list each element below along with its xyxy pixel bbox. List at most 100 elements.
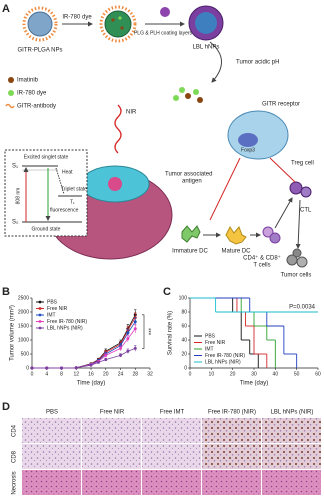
legend-marker — [38, 313, 42, 317]
nanoparticle — [27, 11, 53, 37]
legend-marker — [38, 307, 42, 310]
x-tick-label: 32 — [147, 371, 153, 377]
treg-cell — [227, 110, 289, 160]
legend-dot — [8, 77, 14, 83]
series-line — [32, 348, 136, 369]
row-label: Necrosis — [12, 471, 18, 494]
label: Treg cell — [291, 161, 314, 167]
legend-label: LBL hNPs (NIR) — [47, 325, 83, 331]
legend-label: PBS — [205, 333, 216, 339]
y-tick-label: 2500 — [18, 295, 29, 301]
label: Tumor associated — [165, 172, 212, 178]
diagram — [4, 5, 312, 268]
label: S₁ — [12, 164, 18, 170]
label: Mature DC — [221, 249, 251, 255]
row-label: CD4 — [12, 424, 18, 437]
histology-image — [202, 418, 261, 443]
mature-dc — [225, 226, 247, 245]
y-tick-label: 20 — [181, 351, 187, 357]
data-point — [119, 353, 122, 357]
inhibit-line — [209, 157, 241, 221]
legend-label: Free NIR — [205, 340, 226, 346]
histology-image — [22, 444, 81, 469]
data-point — [96, 360, 100, 364]
core — [195, 12, 217, 34]
annotation: *** — [144, 328, 150, 336]
panel-label: A — [2, 3, 10, 15]
arrow — [209, 41, 222, 83]
y-tick-label: 0 — [26, 365, 29, 371]
x-axis-label: Time (day) — [240, 381, 268, 387]
label: Foxp3 — [241, 147, 255, 153]
y-tick-label: 60 — [181, 323, 187, 329]
label: IR-780 dye — [62, 15, 92, 21]
y-axis-label: Survival rate (%) — [168, 311, 174, 355]
y-tick-label: 100 — [179, 295, 188, 301]
y-tick-label: 500 — [21, 351, 30, 357]
histology-image — [82, 418, 141, 443]
legend-label: IR-780 dye — [17, 91, 47, 97]
label: CTL — [300, 208, 312, 214]
data-point — [133, 327, 137, 331]
legend-label: Free IR-780 (NIR) — [205, 353, 245, 359]
label: 808 nm — [15, 188, 21, 205]
x-tick-label: 30 — [251, 371, 257, 377]
y-tick-label: 1500 — [18, 323, 29, 329]
data-point — [104, 358, 108, 362]
laser-beam — [114, 104, 122, 154]
annotation: P=0.0034 — [289, 305, 316, 311]
label: PLG & PLH coating layers — [134, 30, 193, 36]
label: Ground state — [32, 226, 61, 232]
label: NIR — [126, 110, 137, 116]
x-tick-label: 50 — [294, 371, 300, 377]
data-point — [74, 366, 78, 370]
tumor-cells — [286, 248, 308, 268]
legend-squiggle — [5, 103, 15, 109]
y-axis-label: Tumor volume (mm³) — [10, 305, 16, 361]
data-point — [126, 349, 130, 353]
released-cluster — [173, 87, 203, 103]
column-label: Free IR-780 (NIR) — [208, 410, 256, 416]
histology-image — [202, 470, 261, 495]
column-label: LBL hNPs (NIR) — [271, 410, 314, 416]
label: fluorescence — [50, 207, 79, 213]
panel-label: C — [163, 286, 171, 298]
data-point — [133, 320, 137, 324]
label: Tumor acidic pH — [236, 60, 279, 66]
histology-image — [262, 418, 321, 443]
legend-label: Free NIR — [47, 306, 68, 312]
legend-label: IMT — [47, 312, 56, 318]
legend-marker — [38, 300, 42, 304]
isc-arrow — [55, 167, 65, 195]
diagram-labels: GITR-PLGA NPs IR-780 dye PLG & PLH coati… — [12, 15, 314, 279]
label: GITR-PLGA NPs — [17, 48, 62, 54]
t-cells — [262, 226, 281, 244]
histology-image — [142, 444, 201, 469]
x-tick-label: 24 — [118, 371, 124, 377]
legend-label: GITR-antibody — [17, 104, 56, 110]
x-tick-label: 60 — [315, 371, 321, 377]
legend-label: LBL hNPs (NIR) — [205, 359, 241, 365]
panel-label: D — [2, 401, 10, 413]
label: CD4⁺ & CD8⁺ — [243, 255, 281, 262]
data-point — [126, 331, 130, 335]
nucleus — [108, 177, 122, 191]
legend-marker — [38, 326, 42, 330]
histology-image — [262, 444, 321, 469]
y-tick-label: 0 — [184, 365, 187, 371]
significance-bracket — [142, 314, 145, 349]
label: Excited singlet state — [24, 154, 69, 160]
label: GITR receptor — [262, 102, 300, 108]
legend-label: IMT — [205, 346, 214, 352]
x-tick-label: 0 — [189, 371, 192, 377]
arrow — [274, 197, 293, 229]
histology-image — [142, 418, 201, 443]
antibody-corona — [99, 5, 137, 43]
row-label: CD8 — [12, 450, 18, 463]
y-tick-label: 2000 — [18, 309, 29, 315]
histology-image — [262, 470, 321, 495]
legend-label: Free IR-780 (NIR) — [47, 319, 87, 325]
column-label: Free IMT — [160, 410, 185, 416]
inhibit-line — [269, 157, 296, 183]
